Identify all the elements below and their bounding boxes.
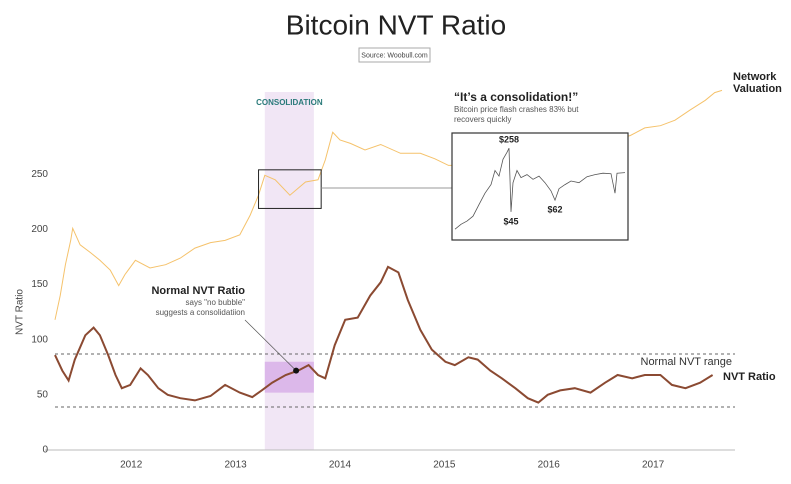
series-label: NVT Ratio [723, 371, 776, 383]
inset-title: “It’s a consolidation!” [454, 90, 578, 104]
inset-line: recovers quickly [454, 115, 511, 124]
callout-box [258, 169, 322, 209]
chart-title: Bitcoin NVT Ratio [286, 9, 506, 40]
leader [244, 319, 297, 371]
annotation-line: suggests a consolidatiion [156, 308, 245, 317]
inset-label: $62 [547, 205, 562, 215]
y-tick-label: 50 [37, 389, 49, 400]
inset-line: Bitcoin price flash crashes 83% but [454, 105, 579, 114]
x-tick-label: 2017 [642, 460, 665, 471]
annotation-line: says "no bubble" [186, 298, 246, 307]
source-box [358, 47, 431, 63]
y-axis-label: NVT Ratio [15, 289, 26, 335]
y-tick-label: 0 [42, 445, 48, 456]
x-tick-label: 2012 [120, 460, 143, 471]
inset-label: $258 [499, 135, 519, 145]
inset-line [454, 148, 626, 230]
source: Source: Woobull.com [361, 52, 428, 59]
x-tick-label: 2014 [329, 460, 352, 471]
normal-point [293, 367, 300, 374]
inset-box [451, 132, 629, 241]
x-tick-label: 2013 [224, 460, 247, 471]
consolidation-label: CONSOLIDATION [256, 98, 323, 107]
annotation-title: Normal NVT Ratio [151, 285, 245, 297]
consolidation-band [264, 92, 314, 450]
x-tick-label: 2015 [433, 460, 456, 471]
y-tick-label: 150 [31, 279, 48, 290]
x-tick-label: 2016 [538, 460, 561, 471]
inset-label: $45 [503, 216, 518, 226]
normal-range-label: Normal NVT range [641, 356, 733, 368]
series-label: Network Valuation [733, 71, 782, 95]
series-line [54, 265, 714, 404]
y-tick-label: 250 [31, 169, 48, 180]
y-tick-label: 200 [31, 224, 48, 235]
y-tick-label: 100 [31, 334, 48, 345]
